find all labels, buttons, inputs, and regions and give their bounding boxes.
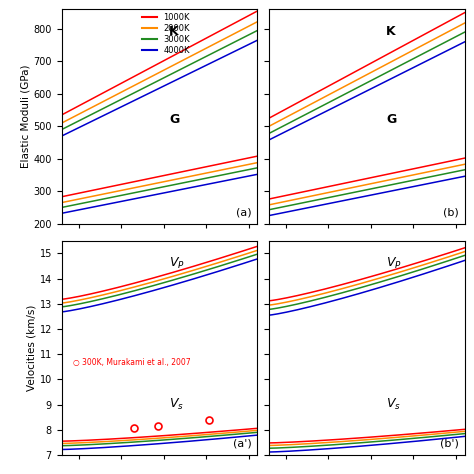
Text: (b): (b): [443, 207, 459, 217]
Text: K: K: [169, 25, 179, 38]
Text: ○ 300K, Murakami et al., 2007: ○ 300K, Murakami et al., 2007: [73, 358, 191, 367]
Y-axis label: Elastic Moduli (GPa): Elastic Moduli (GPa): [21, 65, 31, 168]
Text: $V_s$: $V_s$: [169, 397, 184, 412]
Text: (a'): (a'): [233, 438, 251, 448]
Y-axis label: Velocities (km/s): Velocities (km/s): [27, 305, 37, 391]
Text: (a): (a): [236, 207, 251, 217]
Text: G: G: [169, 113, 180, 126]
Text: $V_P$: $V_P$: [169, 255, 185, 271]
Legend: 1000K, 2000K, 3000K, 4000K: 1000K, 2000K, 3000K, 4000K: [140, 11, 192, 57]
Text: K: K: [386, 25, 396, 38]
Text: $V_s$: $V_s$: [386, 397, 401, 412]
Text: $V_P$: $V_P$: [386, 255, 402, 271]
Text: G: G: [386, 113, 397, 126]
Text: (b'): (b'): [440, 438, 459, 448]
